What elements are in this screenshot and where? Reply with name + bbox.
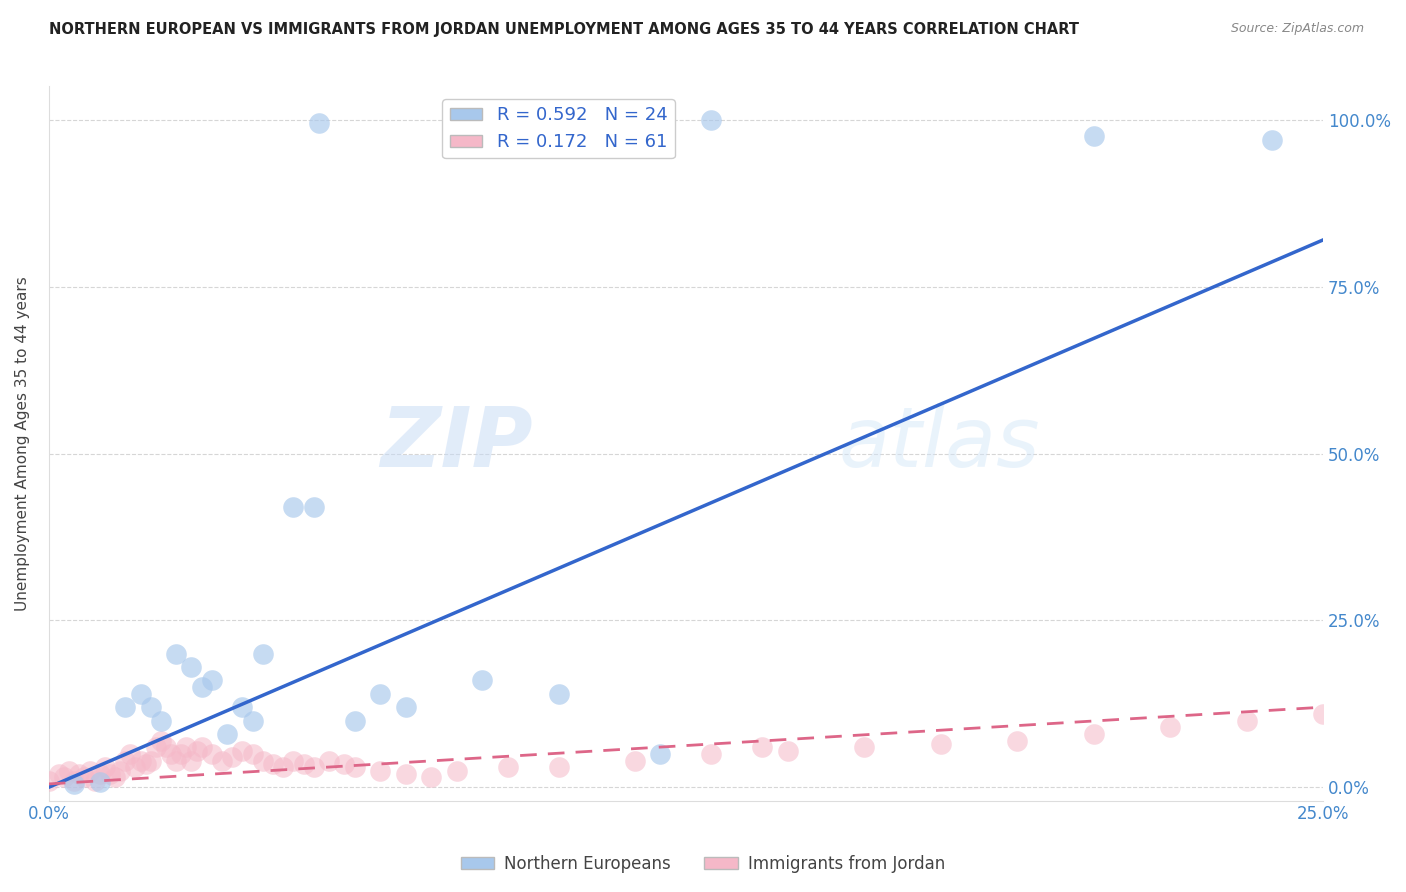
- Point: [180, 754, 202, 768]
- Point: [63, 773, 86, 788]
- Point: [139, 754, 162, 768]
- Y-axis label: Unemployment Among Ages 35 to 44 years: Unemployment Among Ages 35 to 44 years: [15, 277, 30, 611]
- Point: [394, 700, 416, 714]
- Point: [1159, 720, 1181, 734]
- Point: [700, 112, 723, 127]
- Point: [292, 756, 315, 771]
- Point: [145, 740, 167, 755]
- Point: [48, 767, 70, 781]
- Text: NORTHERN EUROPEAN VS IMMIGRANTS FROM JORDAN UNEMPLOYMENT AMONG AGES 35 TO 44 YEA: NORTHERN EUROPEAN VS IMMIGRANTS FROM JOR…: [49, 22, 1080, 37]
- Point: [63, 777, 86, 791]
- Point: [83, 773, 105, 788]
- Point: [170, 747, 193, 761]
- Point: [302, 760, 325, 774]
- Point: [201, 747, 224, 761]
- Point: [104, 770, 127, 784]
- Point: [1236, 714, 1258, 728]
- Point: [496, 760, 519, 774]
- Legend: R = 0.592   N = 24, R = 0.172   N = 61: R = 0.592 N = 24, R = 0.172 N = 61: [443, 99, 675, 159]
- Point: [283, 500, 305, 514]
- Text: atlas: atlas: [839, 403, 1040, 484]
- Point: [547, 760, 569, 774]
- Point: [242, 747, 264, 761]
- Point: [149, 714, 172, 728]
- Point: [108, 764, 131, 778]
- Point: [221, 750, 243, 764]
- Point: [94, 760, 117, 774]
- Point: [751, 740, 773, 755]
- Text: Source: ZipAtlas.com: Source: ZipAtlas.com: [1230, 22, 1364, 36]
- Point: [929, 737, 952, 751]
- Point: [79, 764, 101, 778]
- Point: [120, 747, 142, 761]
- Point: [129, 754, 152, 768]
- Point: [343, 760, 366, 774]
- Point: [1083, 727, 1105, 741]
- Point: [135, 756, 157, 771]
- Point: [149, 733, 172, 747]
- Point: [231, 700, 253, 714]
- Point: [114, 700, 136, 714]
- Point: [53, 770, 76, 784]
- Point: [124, 760, 146, 774]
- Point: [38, 773, 60, 788]
- Point: [98, 767, 121, 781]
- Point: [1261, 133, 1284, 147]
- Point: [776, 743, 799, 757]
- Point: [308, 116, 330, 130]
- Point: [89, 775, 111, 789]
- Point: [190, 740, 212, 755]
- Point: [67, 767, 90, 781]
- Point: [471, 673, 494, 688]
- Point: [547, 687, 569, 701]
- Point: [853, 740, 876, 755]
- Point: [1083, 129, 1105, 144]
- Point: [160, 747, 183, 761]
- Point: [700, 747, 723, 761]
- Point: [624, 754, 647, 768]
- Point: [201, 673, 224, 688]
- Point: [129, 687, 152, 701]
- Point: [176, 740, 198, 755]
- Point: [283, 754, 305, 768]
- Point: [318, 754, 340, 768]
- Point: [1312, 706, 1334, 721]
- Point: [252, 754, 274, 768]
- Point: [262, 756, 284, 771]
- Point: [1007, 733, 1029, 747]
- Point: [368, 687, 391, 701]
- Point: [89, 767, 111, 781]
- Point: [114, 754, 136, 768]
- Point: [180, 660, 202, 674]
- Point: [165, 647, 187, 661]
- Point: [271, 760, 294, 774]
- Point: [252, 647, 274, 661]
- Point: [650, 747, 672, 761]
- Point: [333, 756, 356, 771]
- Point: [242, 714, 264, 728]
- Legend: Northern Europeans, Immigrants from Jordan: Northern Europeans, Immigrants from Jord…: [454, 848, 952, 880]
- Point: [302, 500, 325, 514]
- Point: [217, 727, 239, 741]
- Point: [446, 764, 468, 778]
- Point: [211, 754, 233, 768]
- Point: [139, 700, 162, 714]
- Point: [343, 714, 366, 728]
- Point: [368, 764, 391, 778]
- Point: [165, 754, 187, 768]
- Point: [58, 764, 80, 778]
- Point: [186, 743, 208, 757]
- Point: [190, 680, 212, 694]
- Point: [394, 767, 416, 781]
- Point: [231, 743, 253, 757]
- Point: [73, 770, 96, 784]
- Point: [155, 740, 177, 755]
- Text: ZIP: ZIP: [381, 403, 533, 484]
- Point: [420, 770, 443, 784]
